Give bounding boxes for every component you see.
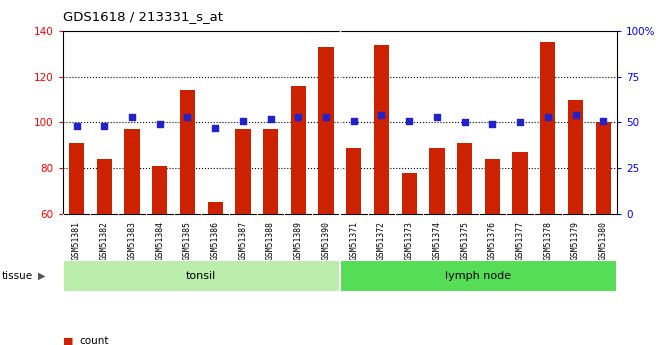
- Text: GSM51376: GSM51376: [488, 221, 497, 260]
- Text: ▶: ▶: [38, 271, 46, 281]
- Text: tonsil: tonsil: [186, 271, 216, 281]
- Text: count: count: [79, 336, 109, 345]
- Point: [265, 116, 276, 121]
- Point: [376, 112, 387, 118]
- Text: GSM51388: GSM51388: [266, 221, 275, 260]
- Text: GSM51375: GSM51375: [460, 221, 469, 260]
- Text: GSM51381: GSM51381: [72, 221, 81, 260]
- Bar: [340, 260, 617, 292]
- Point: [487, 121, 498, 127]
- Point: [598, 118, 609, 124]
- Text: GSM51374: GSM51374: [432, 221, 442, 260]
- Point: [127, 114, 137, 120]
- Bar: [512, 152, 528, 214]
- Text: tissue: tissue: [1, 271, 32, 281]
- Bar: [263, 129, 279, 214]
- Point: [348, 118, 359, 124]
- Point: [543, 114, 553, 120]
- Point: [293, 114, 304, 120]
- Point: [321, 114, 331, 120]
- Bar: [207, 203, 223, 214]
- Text: GSM51377: GSM51377: [515, 221, 525, 260]
- Text: GSM51371: GSM51371: [349, 221, 358, 260]
- Point: [404, 118, 414, 124]
- Point: [238, 118, 248, 124]
- Bar: [484, 159, 500, 214]
- Point: [99, 124, 110, 129]
- Text: GSM51384: GSM51384: [155, 221, 164, 260]
- Bar: [318, 47, 334, 214]
- Bar: [568, 100, 583, 214]
- Bar: [63, 260, 340, 292]
- Bar: [96, 159, 112, 214]
- Point: [515, 120, 525, 125]
- Point: [154, 121, 165, 127]
- Bar: [152, 166, 168, 214]
- Text: GSM51372: GSM51372: [377, 221, 386, 260]
- Text: GSM51390: GSM51390: [321, 221, 331, 260]
- Bar: [595, 122, 611, 214]
- Point: [210, 125, 220, 131]
- Point: [71, 124, 82, 129]
- Text: GSM51380: GSM51380: [599, 221, 608, 260]
- Bar: [235, 129, 251, 214]
- Text: GSM51383: GSM51383: [127, 221, 137, 260]
- Text: GSM51385: GSM51385: [183, 221, 192, 260]
- Point: [432, 114, 442, 120]
- Bar: [457, 143, 473, 214]
- Text: GSM51389: GSM51389: [294, 221, 303, 260]
- Bar: [180, 90, 195, 214]
- Text: GSM51378: GSM51378: [543, 221, 552, 260]
- Text: GDS1618 / 213331_s_at: GDS1618 / 213331_s_at: [63, 10, 222, 23]
- Point: [459, 120, 470, 125]
- Text: GSM51387: GSM51387: [238, 221, 248, 260]
- Bar: [401, 173, 417, 214]
- Point: [182, 114, 193, 120]
- Point: [570, 112, 581, 118]
- Bar: [374, 45, 389, 214]
- Bar: [346, 148, 362, 214]
- Bar: [124, 129, 140, 214]
- Text: GSM51382: GSM51382: [100, 221, 109, 260]
- Bar: [290, 86, 306, 214]
- Bar: [69, 143, 84, 214]
- Text: GSM51373: GSM51373: [405, 221, 414, 260]
- Text: lymph node: lymph node: [446, 271, 512, 281]
- Bar: [540, 42, 556, 214]
- Text: GSM51379: GSM51379: [571, 221, 580, 260]
- Text: ■: ■: [63, 336, 73, 345]
- Bar: [429, 148, 445, 214]
- Text: GSM51386: GSM51386: [211, 221, 220, 260]
